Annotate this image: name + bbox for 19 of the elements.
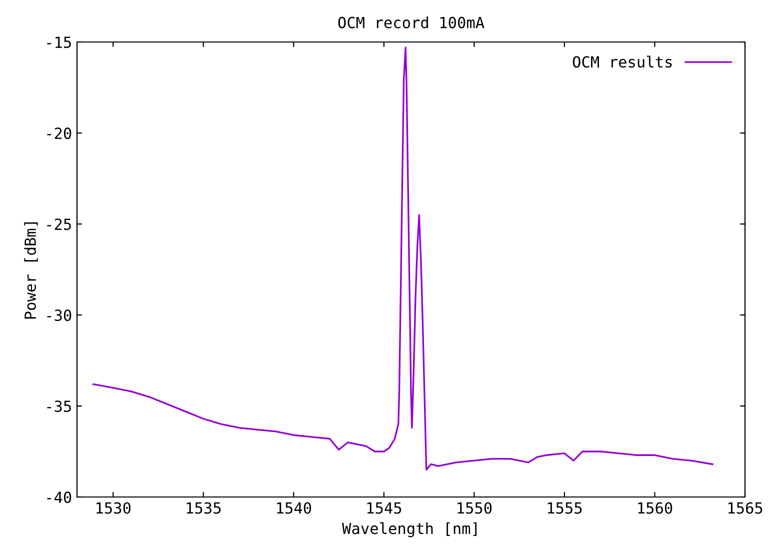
x-tick-label: 1545 bbox=[367, 502, 402, 514]
y-tick-label: -15 bbox=[47, 36, 71, 48]
line-series bbox=[92, 46, 714, 471]
x-tick-label: 1565 bbox=[728, 502, 762, 514]
y-tick-label: -40 bbox=[47, 492, 72, 504]
y-tick-label: -25 bbox=[47, 218, 71, 230]
x-tick-label: 1535 bbox=[186, 502, 221, 514]
x-tick-label: 1555 bbox=[548, 502, 582, 514]
x-tick-label: 1540 bbox=[277, 502, 312, 514]
x-tick-label: 1550 bbox=[458, 502, 492, 514]
y-tick-label: -30 bbox=[47, 310, 72, 322]
y-axis-title: Power [dBm] bbox=[24, 222, 38, 319]
x-tick-label: 1560 bbox=[638, 502, 672, 514]
legend-label: OCM results bbox=[572, 56, 672, 68]
y-tick-label: -35 bbox=[47, 400, 71, 412]
x-tick-label: 1530 bbox=[96, 502, 131, 514]
chart-title: OCM record 100mA bbox=[338, 16, 484, 28]
x-axis-title: Wavelength [nm] bbox=[342, 522, 477, 538]
y-tick-label: -20 bbox=[47, 128, 72, 140]
